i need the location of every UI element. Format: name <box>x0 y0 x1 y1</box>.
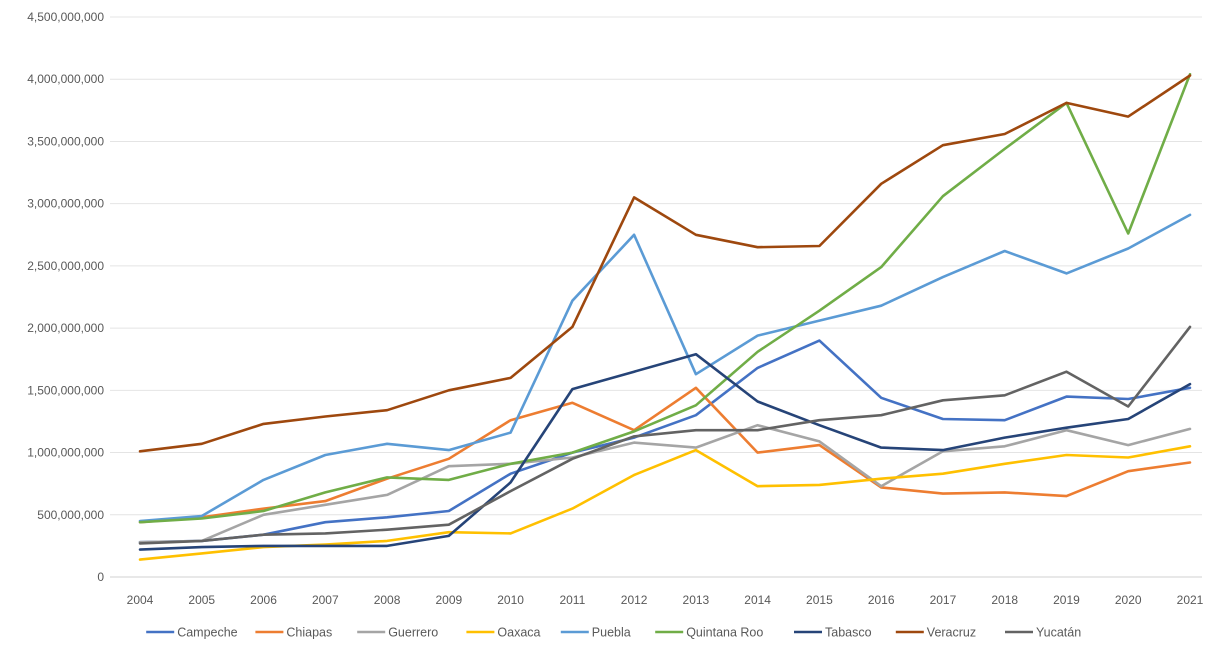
x-tick-label: 2009 <box>435 593 462 607</box>
x-tick-label: 2011 <box>559 593 585 607</box>
legend-item-chiapas: Chiapas <box>255 626 332 640</box>
x-axis: 2004 2005 2006 2007 2008 2009 2010 2011 2012 2013… <box>110 576 1204 607</box>
y-tick-label: 4,500,000,000 <box>27 10 104 24</box>
x-tick-label: 2014 <box>744 593 771 607</box>
x-tick-label: 2018 <box>991 593 1018 607</box>
legend-item-oaxaca: Oaxaca <box>466 626 541 640</box>
series-line-chiapas <box>138 386 1192 524</box>
series-line-quintana-roo <box>138 72 1192 524</box>
legend-item-guerrero: Guerrero <box>357 626 438 640</box>
x-tick-label: 2019 <box>1053 593 1080 607</box>
y-tick-label: 3,500,000,000 <box>27 134 104 148</box>
y-tick-label: 0 <box>97 570 104 584</box>
x-tick-label: 2012 <box>621 593 648 607</box>
legend-label: Guerrero <box>388 626 438 640</box>
legend-item-yucatan: Yucatán <box>1005 626 1081 640</box>
series-line-oaxaca <box>138 444 1192 561</box>
legend-item-tabasco: Tabasco <box>794 626 872 640</box>
legend-label: Quintana Roo <box>686 626 763 640</box>
y-tick-label: 2,000,000,000 <box>27 321 104 335</box>
series-line-tabasco <box>138 352 1192 551</box>
legend: Campeche Chiapas Guerrero Oaxaca Puebla Quint… <box>146 626 1081 640</box>
y-axis: 0 500,000,000 1,000,000,000 1,500,000,000 2,… <box>27 10 104 584</box>
legend-label: Yucatán <box>1036 626 1081 640</box>
x-tick-label: 2013 <box>683 593 710 607</box>
x-tick-label: 2020 <box>1115 593 1142 607</box>
legend-item-puebla: Puebla <box>560 626 631 640</box>
x-tick-label: 2010 <box>497 593 524 607</box>
y-tick-label: 2,500,000,000 <box>27 259 104 273</box>
x-tick-label: 2017 <box>930 593 957 607</box>
gridlines <box>110 16 1202 516</box>
series-line-veracruz <box>138 74 1192 453</box>
x-tick-label: 2021 <box>1177 593 1204 607</box>
series-line-campeche <box>138 339 1192 544</box>
series-line-yucatan <box>138 325 1192 545</box>
y-tick-label: 4,000,000,000 <box>27 72 104 86</box>
legend-label: Tabasco <box>825 626 872 640</box>
legend-label: Oaxaca <box>497 626 540 640</box>
legend-label: Campeche <box>177 626 237 640</box>
x-tick-label: 2004 <box>127 593 154 607</box>
y-tick-label: 3,000,000,000 <box>27 197 104 211</box>
x-tick-label: 2015 <box>806 593 833 607</box>
legend-label: Chiapas <box>286 626 332 640</box>
series-line-guerrero <box>138 423 1192 544</box>
x-tick-label: 2008 <box>374 593 401 607</box>
legend-label: Puebla <box>592 626 631 640</box>
legend-label: Veracruz <box>927 626 976 640</box>
legend-item-veracruz: Veracruz <box>895 626 976 640</box>
x-tick-label: 2005 <box>188 593 215 607</box>
y-tick-label: 500,000,000 <box>37 508 104 522</box>
legend-item-campeche: Campeche <box>146 626 238 640</box>
series-line-puebla <box>138 213 1192 523</box>
x-tick-label: 2006 <box>250 593 277 607</box>
y-tick-label: 1,500,000,000 <box>27 383 104 397</box>
series-lines <box>138 72 1192 561</box>
legend-item-quintana-roo: Quintana Roo <box>655 626 763 640</box>
x-tick-label: 2007 <box>312 593 339 607</box>
y-tick-label: 1,000,000,000 <box>27 446 104 460</box>
x-tick-label: 2016 <box>868 593 895 607</box>
